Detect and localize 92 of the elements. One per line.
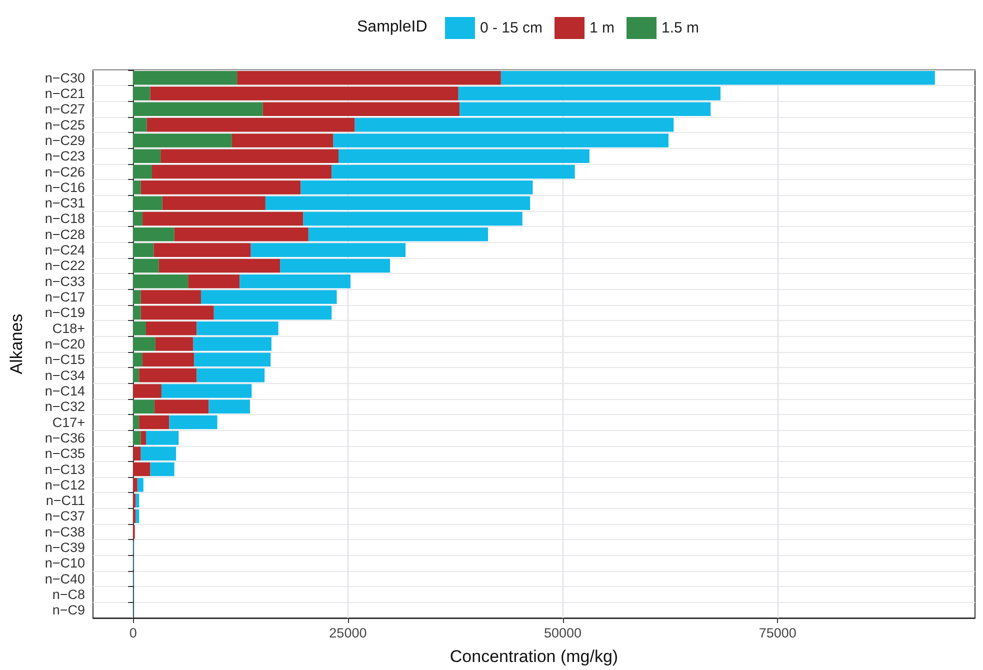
bar — [133, 368, 140, 382]
y-tick-label: n−C29 — [44, 132, 85, 148]
y-tick-label: n−C21 — [44, 86, 85, 101]
bar — [133, 70, 238, 85]
bar — [332, 164, 575, 179]
bar — [140, 306, 214, 320]
bar — [303, 212, 522, 226]
y-tick-label: n−C26 — [44, 164, 85, 180]
x-axis-title: Concentration (mg/kg) — [450, 647, 618, 666]
bar — [262, 102, 460, 116]
bar — [155, 337, 194, 351]
bar — [133, 102, 263, 116]
y-tick-label: n−C22 — [44, 258, 85, 274]
y-tick-label: n−C15 — [44, 352, 85, 368]
y-tick-label: n−C23 — [44, 148, 85, 164]
y-tick-label: n−C9 — [52, 602, 85, 618]
y-tick-label: n−C10 — [44, 556, 85, 571]
y-tick-label: n−C19 — [44, 305, 85, 320]
bar — [142, 212, 304, 226]
y-tick-label: n−C18 — [44, 211, 85, 226]
legend-label: 1 m — [590, 20, 615, 36]
bar — [460, 102, 711, 116]
bar — [196, 368, 265, 382]
legend-label: 1.5 m — [662, 20, 700, 36]
bar — [196, 321, 278, 336]
y-tick-label: n−C37 — [44, 508, 85, 524]
x-tick-label: 75000 — [758, 626, 796, 640]
bar — [158, 258, 280, 273]
y-tick-label: n−C34 — [44, 368, 86, 383]
y-tick-label: n−C14 — [44, 383, 86, 398]
y-tick-label: n−C8 — [52, 587, 85, 602]
y-tick-label: n−C17 — [44, 290, 85, 305]
bar — [194, 352, 271, 367]
bar — [237, 70, 501, 85]
y-tick-label: n−C39 — [44, 540, 85, 556]
legend-title: SampleID — [357, 18, 428, 36]
bar — [142, 352, 194, 367]
y-tick-label: n−C38 — [44, 524, 85, 540]
x-tick-label: 0 — [129, 626, 137, 640]
y-tick-label: n−C40 — [44, 571, 85, 586]
y-tick-label: n−C30 — [44, 70, 85, 86]
y-tick-label: n−C12 — [44, 477, 85, 492]
bar — [133, 86, 150, 100]
y-tick-label: n−C33 — [44, 274, 85, 289]
bar — [136, 509, 140, 524]
bar — [133, 431, 141, 445]
bar — [133, 509, 136, 524]
bar — [133, 306, 141, 320]
bar — [133, 212, 143, 226]
bar — [133, 446, 141, 460]
bar — [133, 258, 159, 273]
bar — [354, 118, 674, 132]
y-tick-label: n−C32 — [44, 399, 85, 414]
y-tick-label: n−C11 — [46, 493, 85, 508]
y-tick-label: n−C20 — [44, 336, 85, 352]
bar — [139, 415, 170, 430]
y-tick-label: C17+ — [52, 414, 86, 430]
bar — [133, 337, 156, 351]
y-tick-label: n−C25 — [44, 117, 85, 132]
y-tick-label: C18+ — [52, 320, 86, 336]
bar — [146, 118, 355, 132]
y-tick-label: n−C13 — [44, 462, 85, 477]
x-tick-label: 25000 — [329, 626, 367, 640]
bar — [152, 164, 332, 179]
y-tick-label: n−C28 — [44, 226, 85, 242]
bar — [139, 368, 197, 382]
bar — [133, 352, 143, 367]
bar — [133, 164, 152, 179]
bar — [214, 306, 332, 320]
legend-label: 0 - 15 cm — [480, 20, 543, 36]
bar — [133, 462, 150, 476]
bar — [193, 337, 272, 351]
bar — [500, 70, 935, 85]
bar — [458, 86, 720, 100]
y-tick-label: n−C35 — [44, 446, 85, 462]
y-tick-label: n−C24 — [44, 242, 86, 258]
bar — [146, 321, 197, 336]
y-tick-label: n−C31 — [44, 196, 85, 211]
bar — [133, 321, 146, 336]
y-tick-label: n−C36 — [44, 430, 85, 446]
bar — [150, 462, 174, 476]
bar — [280, 258, 390, 273]
y-axis-title: Alkanes — [7, 314, 26, 374]
bar — [140, 431, 146, 445]
bar — [150, 86, 458, 100]
bar — [133, 400, 155, 414]
bar — [133, 118, 147, 132]
y-tick-label: n−C27 — [44, 102, 85, 117]
bar — [169, 415, 218, 430]
x-tick-label: 50000 — [544, 626, 582, 640]
y-tick-label: n−C16 — [44, 180, 85, 195]
bar — [133, 415, 140, 430]
